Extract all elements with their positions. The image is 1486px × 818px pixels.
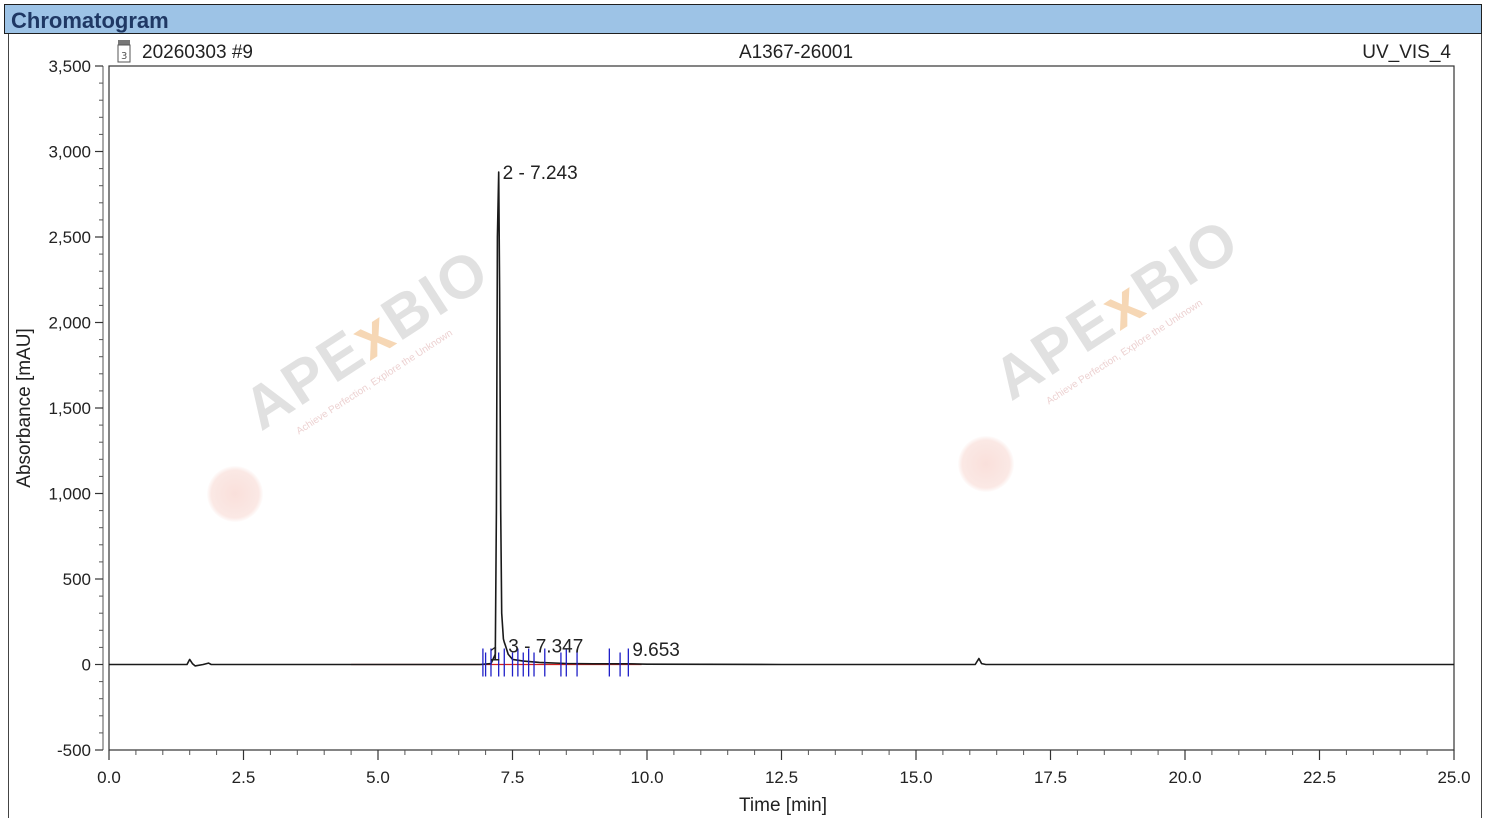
peak-label: 2 - 7.243 — [503, 163, 578, 184]
x-tick-label: 5.0 — [366, 768, 390, 787]
y-tick-label: 3,000 — [48, 143, 91, 162]
svg-text:3: 3 — [121, 51, 127, 62]
channel-label: UV_VIS_4 — [1362, 42, 1451, 63]
peak-label: 3 - 7.347 — [508, 636, 583, 657]
x-tick-label: 25.0 — [1437, 768, 1470, 787]
watermark-logo-icon — [207, 466, 263, 522]
y-axis-title: Absorbance [mAU] — [14, 328, 35, 487]
chart-frame — [8, 34, 1482, 818]
chromatogram-trace — [109, 171, 1454, 667]
y-tick-label: 1,000 — [48, 485, 91, 504]
x-tick-label: 2.5 — [232, 768, 256, 787]
chart-title: Chromatogram — [11, 8, 169, 33]
chart-title-bar: Chromatogram — [4, 4, 1482, 34]
x-tick-label: 7.5 — [501, 768, 525, 787]
y-tick-label: 2,500 — [48, 228, 91, 247]
y-tick-label: 3,500 — [48, 57, 91, 76]
x-tick-label: 22.5 — [1303, 768, 1336, 787]
injection-label: 20260303 #9 — [142, 42, 253, 63]
sample-label: A1367-26001 — [739, 42, 853, 63]
y-tick-label: 2,000 — [48, 314, 91, 333]
peak-label: 9.653 — [632, 640, 680, 661]
y-tick-label: -500 — [57, 741, 91, 760]
peak-label: 1 — [490, 645, 501, 666]
y-tick-label: 500 — [63, 570, 91, 589]
watermark-logo-icon — [958, 436, 1014, 492]
y-tick-label: 1,500 — [48, 399, 91, 418]
y-tick-label: 0 — [82, 656, 91, 675]
x-tick-label: 20.0 — [1168, 768, 1201, 787]
plot-area — [108, 65, 1455, 751]
x-axis-title: Time [min] — [739, 795, 827, 816]
x-tick-label: 10.0 — [630, 768, 663, 787]
x-tick-label: 15.0 — [899, 768, 932, 787]
x-tick-label: 12.5 — [765, 768, 798, 787]
x-tick-label: 17.5 — [1034, 768, 1067, 787]
document-icon: 3 — [117, 40, 131, 63]
x-tick-label: 0.0 — [97, 768, 121, 787]
